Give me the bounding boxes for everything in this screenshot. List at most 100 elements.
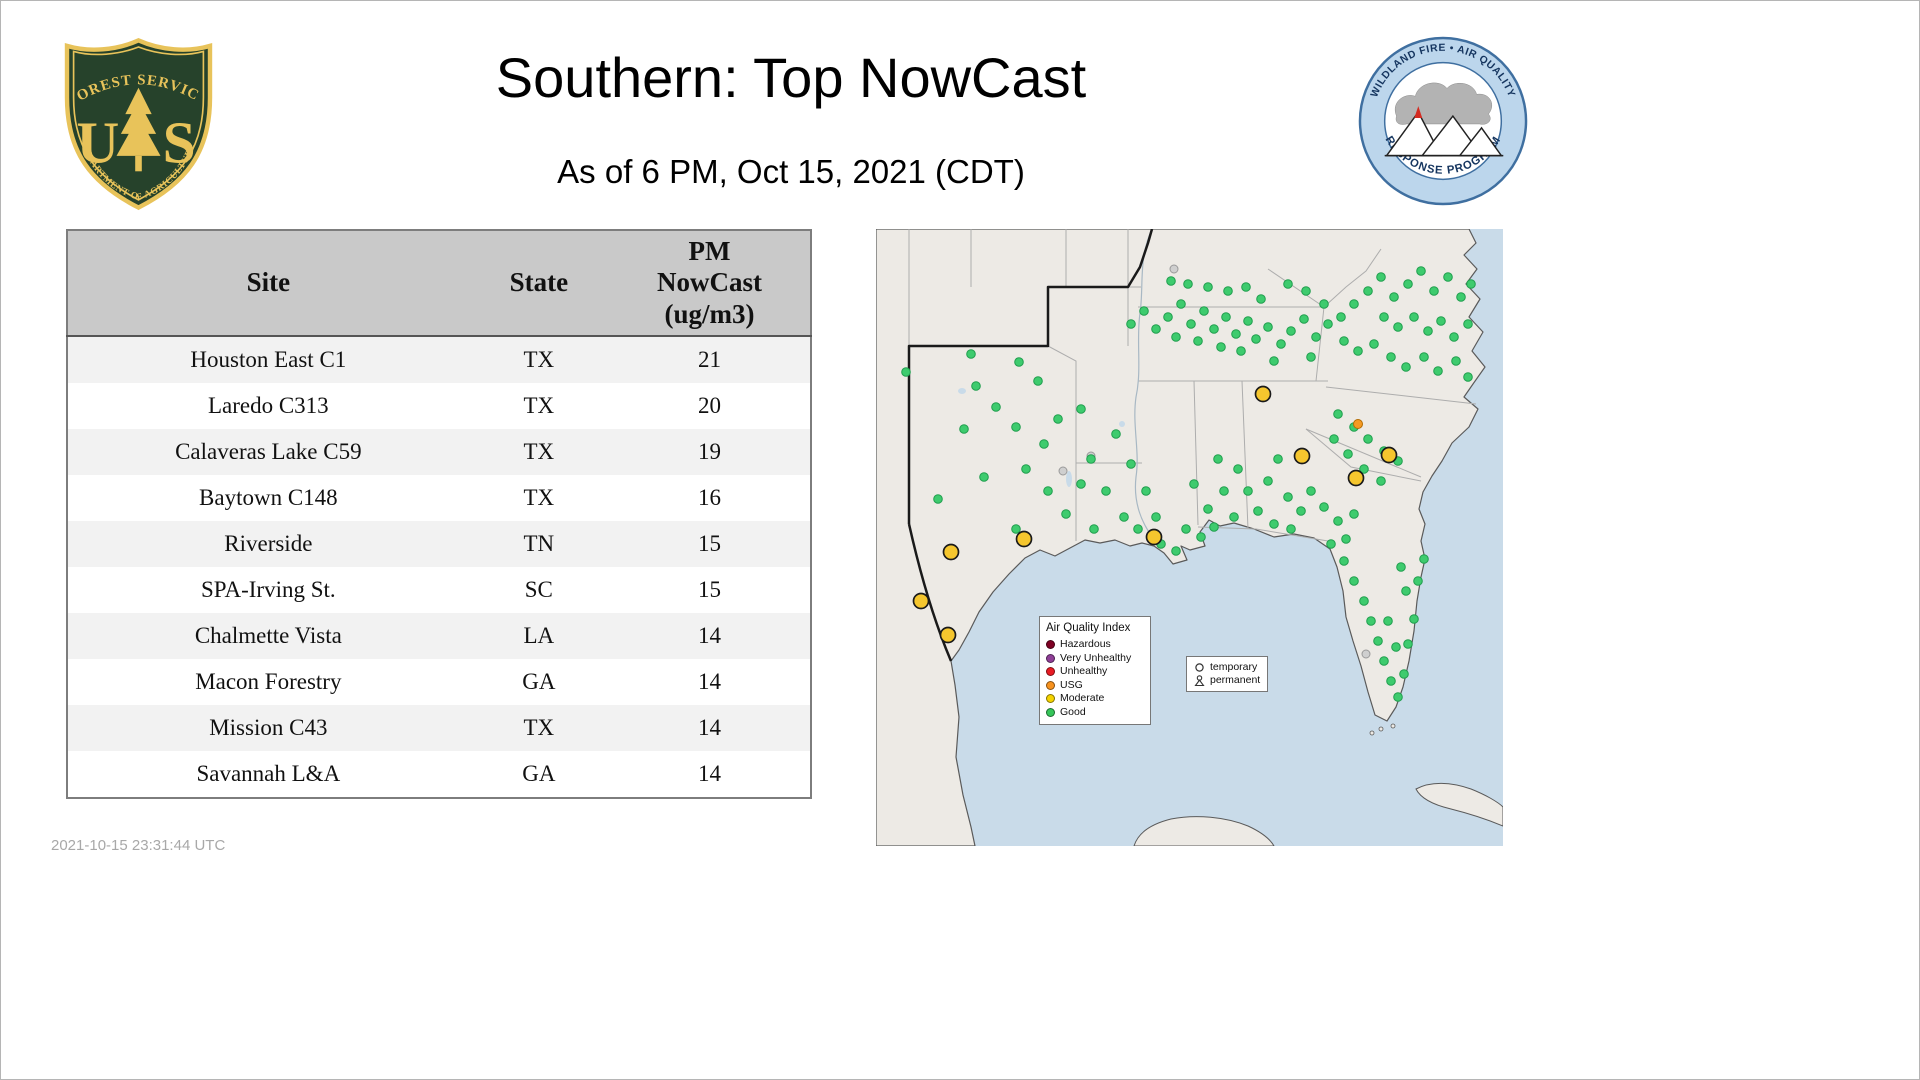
florida-keys: [1369, 723, 1396, 736]
page-subtitle: As of 6 PM, Oct 15, 2021 (CDT): [557, 153, 1025, 190]
legend-color-dot: [1046, 707, 1055, 717]
site-marker-good: [1296, 506, 1306, 516]
site-cell: Calaveras Lake C59: [175, 439, 362, 464]
column-header-state: State: [468, 230, 609, 337]
site-marker-good: [1209, 522, 1219, 532]
site-marker-good: [1319, 299, 1329, 309]
site-marker-good: [1186, 319, 1196, 329]
site-marker-moderate: [939, 626, 957, 644]
site-marker-good: [1223, 286, 1233, 296]
site-marker-good: [1301, 286, 1311, 296]
value-cell: 14: [697, 761, 721, 786]
site-marker-moderate: [1380, 446, 1398, 464]
state-cell: LA: [523, 623, 555, 648]
site-marker-good: [1141, 486, 1151, 496]
site-cell: Macon Forestry: [195, 669, 342, 694]
site-marker-good: [1341, 534, 1351, 544]
site-marker-good: [1213, 454, 1223, 464]
table-row: Savannah L&A GA 14: [67, 751, 811, 798]
site-marker-good: [1183, 279, 1193, 289]
site-marker-good: [1269, 519, 1279, 529]
site-marker-good: [1416, 266, 1426, 276]
site-marker-good: [1203, 504, 1213, 514]
site-marker-good: [971, 381, 981, 391]
permanent-legend-row: permanent: [1194, 674, 1260, 687]
site-marker-good: [1306, 352, 1316, 362]
site-markers-layer: [901, 264, 1476, 702]
value-cell: 16: [697, 485, 721, 510]
value-cell: 14: [697, 669, 721, 694]
state-cell: TN: [523, 531, 555, 556]
state-borders: [908, 229, 1477, 542]
aq-response-program-logo: WILDLAND FIRE • AIR QUALITY RESPONSE PRO…: [1357, 35, 1529, 212]
site-marker-good: [1219, 486, 1229, 496]
site-marker-good: [1133, 524, 1143, 534]
shield-inner-line: [72, 46, 205, 201]
site-marker-moderate: [912, 592, 930, 610]
legend-item: Good: [1046, 706, 1144, 720]
site-marker-inactive: [1169, 264, 1179, 274]
legend-color-dot: [1046, 667, 1055, 677]
site-marker-good: [1101, 486, 1111, 496]
site-marker-moderate: [1347, 469, 1365, 487]
site-marker-good: [1086, 454, 1096, 464]
site-marker-good: [1449, 332, 1459, 342]
site-marker-good: [1376, 476, 1386, 486]
site-marker-good: [1336, 312, 1346, 322]
aqi-legend-items: Hazardous Very Unhealthy Unhealthy USG Moder…: [1046, 638, 1144, 719]
site-marker-good: [1203, 282, 1213, 292]
legend-label: Hazardous: [1060, 638, 1111, 650]
site-marker-good: [1139, 306, 1149, 316]
temporary-marker-icon: [1195, 663, 1204, 672]
site-marker-good: [1163, 312, 1173, 322]
site-marker-good: [1243, 486, 1253, 496]
site-marker-good: [1299, 314, 1309, 324]
site-marker-good: [1343, 449, 1353, 459]
site-marker-good: [1339, 336, 1349, 346]
table-row: Riverside TN 15: [67, 521, 811, 567]
legend-item: Very Unhealthy: [1046, 652, 1144, 666]
site-marker-good: [1216, 342, 1226, 352]
table-row: Chalmette Vista LA 14: [67, 613, 811, 659]
fs-letter-s: S: [163, 110, 196, 176]
site-marker-good: [1393, 322, 1403, 332]
site-marker-good: [966, 349, 976, 359]
table-row: SPA-Irving St. SC 15: [67, 567, 811, 613]
site-cell: Savannah L&A: [196, 761, 341, 786]
site-marker-good: [1089, 524, 1099, 534]
site-marker-good: [1339, 556, 1349, 566]
site-marker-good: [1399, 669, 1409, 679]
table-row: Baytown C148 TX 16: [67, 475, 811, 521]
legend-color-dot: [1046, 680, 1055, 690]
value-cell: 19: [697, 439, 721, 464]
legend-label: USG: [1060, 678, 1083, 691]
site-marker-good: [1391, 642, 1401, 652]
permanent-label: permanent: [1210, 674, 1261, 686]
site-marker-good: [1326, 539, 1336, 549]
forest-service-logo: FOREST SERVICE U S DEPARTMENT OF AGRICUL…: [50, 25, 221, 216]
site-cell: Mission C43: [209, 715, 328, 740]
site-marker-good: [1419, 554, 1429, 564]
value-cell: 15: [697, 531, 721, 556]
permanent-marker-icon: [1194, 675, 1205, 686]
legend-label: Moderate: [1060, 692, 1105, 704]
site-marker-moderate: [1015, 530, 1033, 548]
site-marker-good: [1126, 459, 1136, 469]
flame-icon: [1414, 106, 1423, 119]
site-marker-good: [1401, 586, 1411, 596]
site-marker-good: [1119, 512, 1129, 522]
state-cell: TX: [523, 347, 555, 372]
site-marker-good: [1433, 366, 1443, 376]
site-marker-good: [979, 472, 989, 482]
site-marker-good: [1443, 272, 1453, 282]
site-marker-good: [1233, 464, 1243, 474]
site-marker-good: [1456, 292, 1466, 302]
site-marker-good: [1263, 322, 1273, 332]
site-marker-good: [1376, 272, 1386, 282]
site-marker-good: [1231, 329, 1241, 339]
site-marker-good: [1176, 299, 1186, 309]
site-marker-good: [1014, 357, 1024, 367]
marker-type-legend: temporary permanent: [1186, 656, 1269, 692]
table-row: Mission C43 TX 14: [67, 705, 811, 751]
site-marker-good: [1383, 616, 1393, 626]
